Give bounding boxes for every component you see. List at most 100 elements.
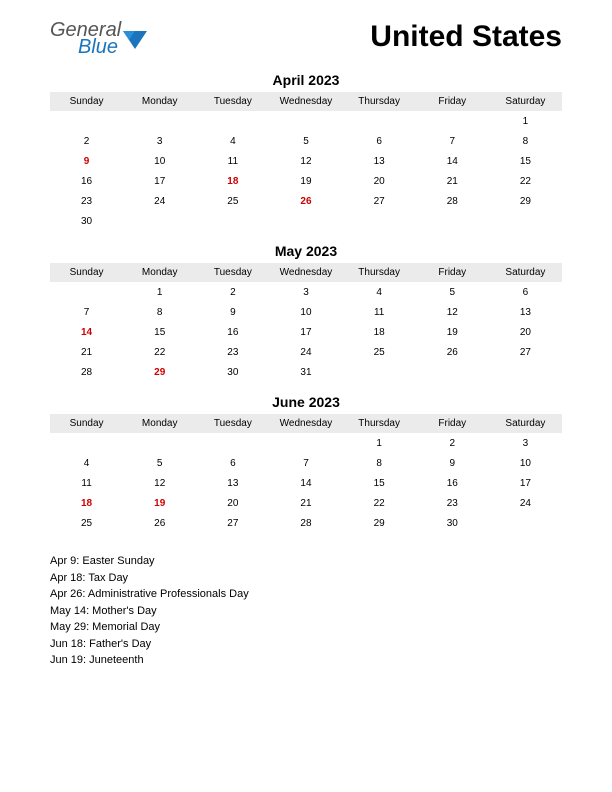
day-cell: 8 [123,302,196,322]
day-header: Monday [123,414,196,433]
month-block: May 2023SundayMondayTuesdayWednesdayThur… [50,243,562,382]
day-cell: 13 [343,151,416,171]
day-cell: 25 [50,513,123,533]
day-header: Friday [416,92,489,111]
day-cell: 9 [196,302,269,322]
day-cell: 1 [489,111,562,131]
day-header: Friday [416,263,489,282]
day-cell: 26 [269,191,342,211]
day-cell: 26 [123,513,196,533]
day-cell: 24 [123,191,196,211]
empty-cell [50,282,123,302]
day-cell: 10 [489,453,562,473]
empty-cell [196,211,269,231]
day-cell: 9 [50,151,123,171]
day-cell: 29 [489,191,562,211]
day-cell: 31 [269,362,342,382]
holiday-item: Jun 19: Juneteenth [50,652,562,669]
empty-cell [269,211,342,231]
day-cell: 1 [123,282,196,302]
day-cell: 19 [416,322,489,342]
day-cell: 11 [196,151,269,171]
day-cell: 19 [123,493,196,513]
day-header: Wednesday [269,414,342,433]
day-cell: 20 [196,493,269,513]
day-header: Thursday [343,92,416,111]
day-cell: 21 [269,493,342,513]
month-title: April 2023 [50,72,562,88]
day-cell: 18 [343,322,416,342]
day-cell: 23 [196,342,269,362]
months-container: April 2023SundayMondayTuesdayWednesdayTh… [50,72,562,533]
day-cell: 7 [269,453,342,473]
day-cell: 25 [343,342,416,362]
empty-cell [123,211,196,231]
day-cell: 5 [123,453,196,473]
month-block: June 2023SundayMondayTuesdayWednesdayThu… [50,394,562,533]
day-header: Tuesday [196,414,269,433]
day-cell: 2 [196,282,269,302]
day-cell: 15 [343,473,416,493]
day-cell: 28 [416,191,489,211]
holiday-item: Apr 9: Easter Sunday [50,553,562,570]
day-cell: 2 [50,131,123,151]
day-cell: 26 [416,342,489,362]
empty-cell [343,111,416,131]
day-cell: 24 [269,342,342,362]
day-cell: 3 [123,131,196,151]
day-cell: 22 [123,342,196,362]
day-cell: 24 [489,493,562,513]
day-header: Saturday [489,414,562,433]
day-cell: 10 [123,151,196,171]
day-cell: 14 [50,322,123,342]
day-cell: 13 [489,302,562,322]
empty-cell [489,362,562,382]
empty-cell [343,362,416,382]
empty-cell [416,362,489,382]
logo-triangle-icon [123,29,147,49]
day-header: Monday [123,92,196,111]
day-cell: 17 [123,171,196,191]
day-cell: 29 [123,362,196,382]
day-cell: 18 [196,171,269,191]
holiday-item: May 14: Mother's Day [50,603,562,620]
holiday-item: May 29: Memorial Day [50,619,562,636]
day-header: Sunday [50,92,123,111]
day-cell: 11 [343,302,416,322]
day-header: Tuesday [196,92,269,111]
day-cell: 7 [416,131,489,151]
day-cell: 6 [489,282,562,302]
empty-cell [196,433,269,453]
day-cell: 12 [123,473,196,493]
day-cell: 17 [269,322,342,342]
day-header: Monday [123,263,196,282]
holiday-item: Apr 26: Administrative Professionals Day [50,586,562,603]
day-cell: 18 [50,493,123,513]
empty-cell [50,433,123,453]
holiday-item: Apr 18: Tax Day [50,570,562,587]
day-cell: 4 [50,453,123,473]
page-title: United States [370,20,562,54]
day-cell: 20 [489,322,562,342]
day-cell: 25 [196,191,269,211]
day-cell: 6 [343,131,416,151]
empty-cell [123,111,196,131]
day-header: Tuesday [196,263,269,282]
calendar-table: SundayMondayTuesdayWednesdayThursdayFrid… [50,92,562,231]
day-cell: 17 [489,473,562,493]
day-cell: 16 [196,322,269,342]
day-cell: 27 [343,191,416,211]
day-header: Saturday [489,263,562,282]
empty-cell [489,211,562,231]
empty-cell [269,433,342,453]
empty-cell [196,111,269,131]
day-cell: 6 [196,453,269,473]
day-cell: 14 [269,473,342,493]
day-header: Wednesday [269,92,342,111]
day-cell: 5 [269,131,342,151]
empty-cell [123,433,196,453]
day-header: Sunday [50,414,123,433]
day-cell: 30 [50,211,123,231]
day-cell: 7 [50,302,123,322]
holiday-item: Jun 18: Father's Day [50,636,562,653]
